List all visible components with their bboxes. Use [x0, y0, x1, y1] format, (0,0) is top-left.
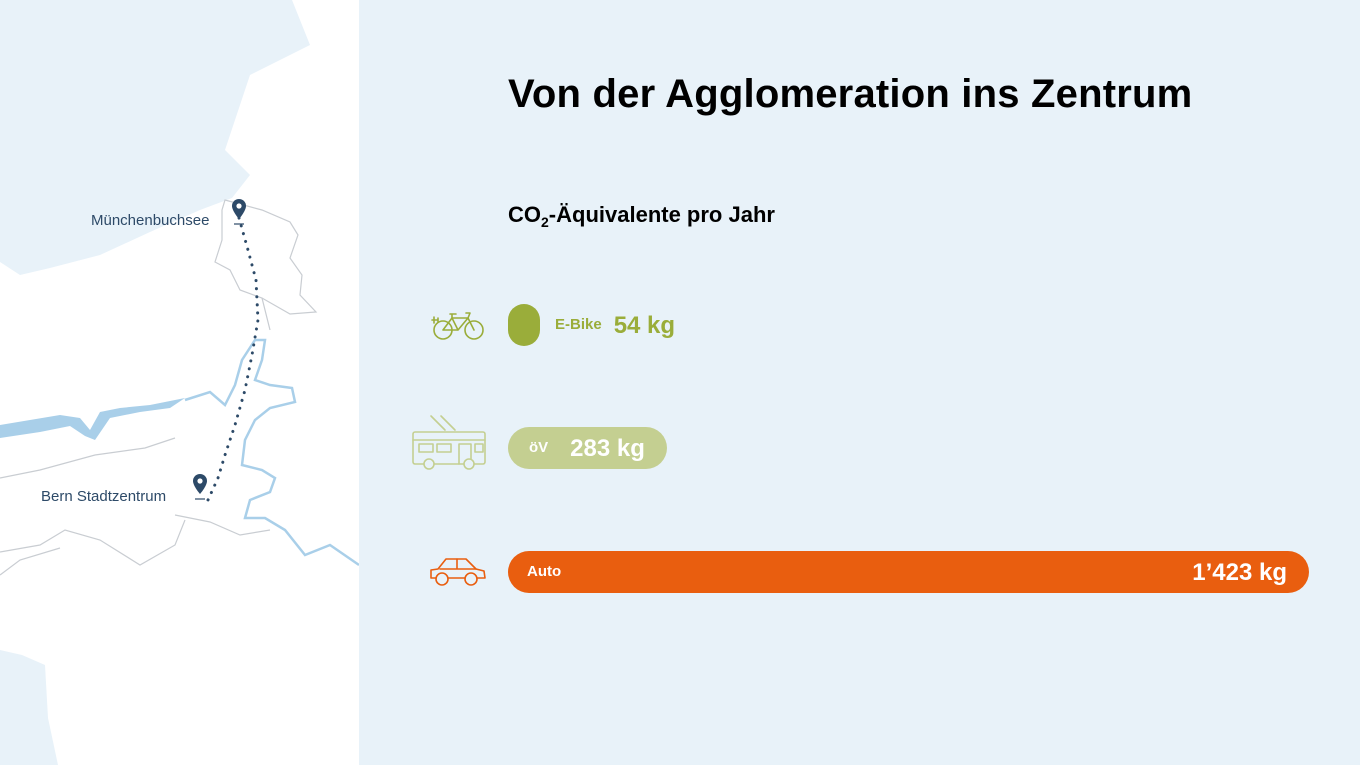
car-icon — [430, 558, 486, 586]
place-label: Bern Stadtzentrum — [41, 488, 167, 505]
chart-subtitle: CO2-Äquivalente pro Jahr — [508, 202, 775, 230]
map-region-north — [0, 0, 310, 275]
map-borders — [0, 199, 318, 576]
subtitle-subscript: 2 — [541, 214, 549, 230]
bar-value-auto: 1’423 kg — [1192, 559, 1287, 586]
pin-icon — [193, 474, 207, 500]
bar-value-oev: 283 kg — [570, 435, 645, 462]
bar-auto — [508, 551, 1309, 593]
map-river-course — [184, 338, 359, 567]
route-line — [206, 216, 260, 502]
bar-label-auto: Auto — [527, 563, 562, 580]
bar-label-e-bike: E-Bike — [555, 316, 602, 333]
bar-label-oev: öV — [529, 439, 549, 456]
route-map: Münchenbuchsee Bern Stadtzentrum — [0, 0, 359, 765]
e-bike-icon — [431, 312, 484, 340]
map-graphic — [0, 0, 359, 765]
pin-icon — [232, 199, 246, 225]
bar-value-e-bike: 54 kg — [613, 312, 676, 339]
map-river — [0, 398, 185, 440]
chart-title: Von der Agglomeration ins Zentrum — [508, 72, 1193, 116]
map-region-southwest — [0, 650, 58, 765]
subtitle-rest: -Äquivalente pro Jahr — [548, 202, 775, 227]
subtitle-co: CO — [508, 202, 541, 227]
bar-oev — [508, 427, 667, 469]
trolleybus-icon — [412, 415, 486, 470]
place-label: Münchenbuchsee — [91, 212, 210, 229]
bar-e-bike — [508, 304, 540, 346]
